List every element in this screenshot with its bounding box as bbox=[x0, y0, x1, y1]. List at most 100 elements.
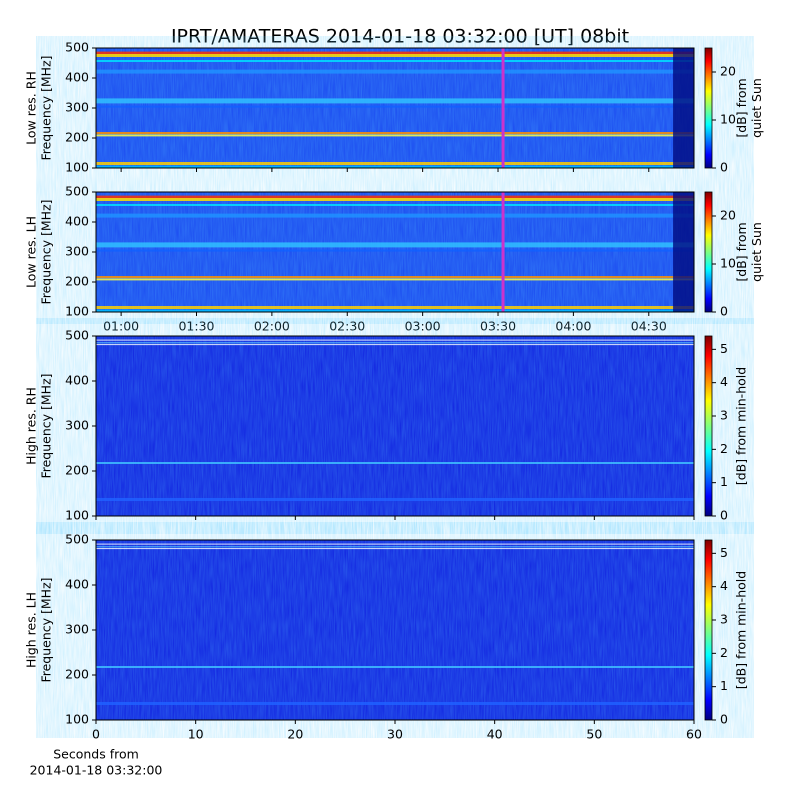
colorbar-label: quiet Sun bbox=[749, 222, 764, 282]
colorbar-tick-label: 5 bbox=[720, 545, 728, 560]
heatmap-stripe bbox=[96, 546, 694, 548]
x-tick-label: 40 bbox=[487, 727, 503, 742]
x-tick-label: 02:00 bbox=[254, 319, 290, 334]
x-tick-label: 20 bbox=[287, 727, 303, 742]
x-axis-label: 2014-01-18 03:32:00 bbox=[30, 763, 163, 778]
heatmap-stripe bbox=[96, 306, 694, 309]
y-tick-label: 300 bbox=[65, 418, 89, 433]
y-tick-label: 200 bbox=[65, 130, 89, 145]
y-axis-label: Frequency [MHz] bbox=[39, 373, 54, 478]
y-axis-label: Low res. RH bbox=[24, 71, 39, 145]
colorbar-label: [dB] from bbox=[734, 222, 749, 281]
x-tick-label: 10 bbox=[188, 727, 204, 742]
data-gap bbox=[673, 192, 694, 312]
data-gap bbox=[673, 48, 694, 168]
y-axis-label: High res. LH bbox=[24, 592, 39, 668]
colorbar bbox=[704, 335, 713, 517]
heatmap-stripe bbox=[96, 162, 694, 165]
colorbar-tick-label: 3 bbox=[720, 408, 728, 423]
colorbar-label: quiet Sun bbox=[749, 78, 764, 138]
colorbar-tick-label: 1 bbox=[720, 678, 728, 693]
heatmap-stripe bbox=[96, 60, 694, 62]
heatmap-stripe bbox=[96, 344, 694, 346]
colorbar-tick-label: 4 bbox=[720, 374, 728, 389]
colorbar-tick-label: 2 bbox=[720, 441, 728, 456]
heatmap-stripe bbox=[96, 165, 694, 168]
y-tick-label: 400 bbox=[65, 214, 89, 229]
x-tick-label: 50 bbox=[586, 727, 602, 742]
colorbar-tick-label: 10 bbox=[720, 256, 736, 271]
y-tick-label: 100 bbox=[65, 712, 89, 727]
colorbar-tick-label: 2 bbox=[720, 645, 728, 660]
colorbar-tick-label: 0 bbox=[720, 160, 728, 175]
colorbar-tick-label: 20 bbox=[720, 208, 736, 223]
y-tick-label: 200 bbox=[65, 463, 89, 478]
x-axis-label: Seconds from bbox=[53, 747, 139, 762]
colorbar bbox=[704, 539, 713, 721]
heatmap-stripe bbox=[96, 342, 694, 344]
heatmap-stripe bbox=[96, 69, 694, 74]
heatmap-stripe bbox=[96, 195, 694, 199]
x-tick-label: 0 bbox=[92, 727, 100, 742]
y-axis-label: Low res. LH bbox=[24, 216, 39, 288]
y-tick-label: 400 bbox=[65, 373, 89, 388]
heatmap-stripe bbox=[96, 242, 694, 248]
colorbar bbox=[704, 47, 713, 169]
heatmap-stripe bbox=[96, 702, 694, 705]
x-tick-label: 02:30 bbox=[329, 319, 365, 334]
colorbar-tick-label: 3 bbox=[720, 612, 728, 627]
colorbar-tick-label: 5 bbox=[720, 341, 728, 356]
heatmap-texture bbox=[96, 336, 694, 516]
heatmap-stripe bbox=[96, 309, 694, 312]
x-tick-label: 03:00 bbox=[405, 319, 441, 334]
heatmap-texture bbox=[96, 540, 694, 720]
colorbar-tick-label: 0 bbox=[720, 712, 728, 727]
y-tick-label: 300 bbox=[65, 244, 89, 259]
y-axis-label: Frequency [MHz] bbox=[39, 55, 54, 160]
colorbar bbox=[704, 191, 713, 313]
colorbar-label: [dB] from min-hold bbox=[734, 571, 749, 689]
heatmap-stripe bbox=[96, 198, 694, 201]
heatmap-stripe bbox=[96, 213, 694, 218]
y-tick-label: 100 bbox=[65, 508, 89, 523]
y-tick-label: 200 bbox=[65, 667, 89, 682]
y-tick-label: 300 bbox=[65, 100, 89, 115]
y-tick-label: 300 bbox=[65, 622, 89, 637]
y-tick-label: 100 bbox=[65, 304, 89, 319]
x-tick-label: 03:30 bbox=[480, 319, 516, 334]
heatmap-stripe bbox=[96, 666, 694, 668]
heatmap-stripe bbox=[96, 132, 694, 134]
y-tick-label: 500 bbox=[65, 40, 89, 55]
colorbar-label: [dB] from min-hold bbox=[734, 367, 749, 485]
heatmap-stripe bbox=[96, 204, 694, 206]
colorbar-tick-label: 4 bbox=[720, 578, 728, 593]
x-tick-label: 01:00 bbox=[103, 319, 139, 334]
heatmap-stripe bbox=[96, 276, 694, 278]
y-axis-label: Frequency [MHz] bbox=[39, 199, 54, 304]
heatmap-stripe bbox=[96, 54, 694, 57]
heatmap-stripe bbox=[96, 462, 694, 464]
y-tick-label: 200 bbox=[65, 274, 89, 289]
y-tick-label: 100 bbox=[65, 160, 89, 175]
heatmap-stripe bbox=[96, 498, 694, 501]
colorbar-label: [dB] from bbox=[734, 78, 749, 137]
heatmap-stripe bbox=[96, 98, 694, 104]
figure-title: IPRT/AMATERAS 2014-01-18 03:32:00 [UT] 0… bbox=[171, 26, 629, 48]
y-axis-label: High res. RH bbox=[24, 387, 39, 465]
colorbar-tick-label: 0 bbox=[720, 304, 728, 319]
y-tick-label: 400 bbox=[65, 70, 89, 85]
y-tick-label: 400 bbox=[65, 577, 89, 592]
colorbar-tick-label: 20 bbox=[720, 64, 736, 79]
heatmap-stripe bbox=[96, 51, 694, 55]
x-tick-label: 01:30 bbox=[178, 319, 214, 334]
y-tick-label: 500 bbox=[65, 184, 89, 199]
y-tick-label: 500 bbox=[65, 532, 89, 547]
heatmap-stripe bbox=[96, 543, 694, 545]
colorbar-tick-label: 10 bbox=[720, 112, 736, 127]
heatmap-stripe bbox=[96, 249, 694, 252]
heatmap-texture bbox=[96, 192, 694, 312]
x-tick-label: 30 bbox=[387, 727, 403, 742]
colorbar-tick-label: 1 bbox=[720, 474, 728, 489]
y-tick-label: 500 bbox=[65, 328, 89, 343]
